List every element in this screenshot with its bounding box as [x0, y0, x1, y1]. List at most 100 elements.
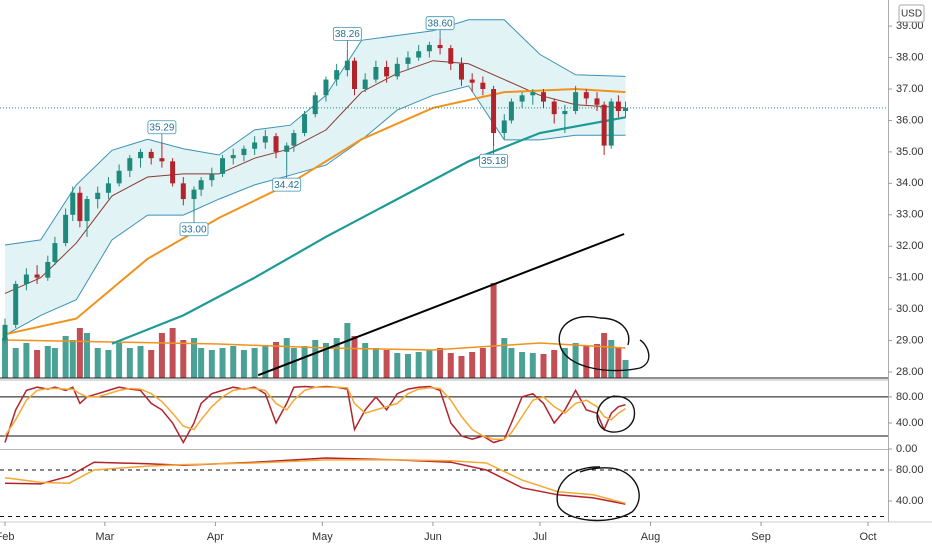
- candle-body: [34, 274, 40, 278]
- volume-bar: [312, 340, 319, 378]
- volume-bar: [301, 346, 308, 378]
- candle-body: [469, 79, 475, 83]
- candle-body: [209, 173, 215, 181]
- candle-body: [615, 101, 621, 112]
- band-lower: [4, 85, 626, 336]
- candle-body: [623, 107, 629, 112]
- volume-bar: [51, 348, 58, 378]
- y-tick-label: 39.00: [896, 20, 924, 32]
- y-tick-label: 34.00: [896, 177, 924, 189]
- annotation-label: 34.42: [274, 180, 299, 191]
- volume-bar: [137, 346, 144, 378]
- candle-body: [530, 92, 536, 96]
- volume-bar: [105, 350, 112, 378]
- volume-bar: [404, 354, 411, 378]
- series-line: [4, 457, 626, 505]
- annotation-label: 33.00: [181, 224, 206, 235]
- candle-body: [508, 101, 514, 121]
- candle-body: [573, 92, 579, 112]
- y-tick-label: 33.00: [896, 209, 924, 221]
- volume-bar: [1, 338, 8, 378]
- series-line: [4, 459, 626, 505]
- y-tick-label: 40.00: [896, 417, 924, 429]
- annotation-label: 35.18: [481, 156, 506, 167]
- candle-body: [437, 44, 443, 49]
- volume-bar: [219, 348, 226, 378]
- moving-average: [4, 60, 626, 294]
- candle-body: [52, 243, 58, 262]
- volume-bar: [116, 343, 123, 378]
- hand-drawn-circle: [558, 315, 650, 372]
- volume-bar: [333, 338, 340, 378]
- candle-body: [63, 214, 69, 244]
- candle-body: [159, 158, 165, 162]
- y-tick-label: 0.00: [896, 443, 917, 455]
- volume-bar: [608, 340, 615, 378]
- x-tick-label: May: [312, 531, 333, 543]
- volume-bar: [69, 340, 76, 378]
- volume-bar: [583, 346, 590, 378]
- volume-bar: [12, 348, 19, 378]
- volume-bar: [622, 360, 629, 378]
- candle-body: [230, 155, 236, 159]
- candle-body: [501, 120, 507, 134]
- candle-body: [148, 151, 154, 159]
- stochastic-pane: [0, 385, 888, 445]
- candle-body: [426, 44, 432, 52]
- volume-bar: [180, 340, 187, 378]
- volume-bar: [519, 352, 526, 378]
- candle-body: [583, 92, 589, 99]
- candle-body: [302, 114, 308, 134]
- volume-bar: [273, 342, 280, 378]
- candle-body: [252, 142, 258, 149]
- candle-body: [105, 183, 111, 193]
- y-tick-label: 32.00: [896, 240, 924, 252]
- volume-bar: [437, 348, 444, 378]
- trend-line: [257, 233, 625, 377]
- volume-bar: [23, 343, 30, 378]
- x-tick-label: Apr: [207, 531, 224, 543]
- volume-bar: [290, 348, 297, 378]
- candle-body: [180, 183, 186, 200]
- volume-bar: [230, 346, 237, 378]
- candle-body: [351, 60, 357, 89]
- candle-body: [45, 261, 51, 278]
- volume-bar: [351, 336, 358, 378]
- annotation-box: [272, 177, 302, 192]
- candle-body: [262, 136, 268, 143]
- y-tick-label: 30.00: [896, 303, 924, 315]
- y-tick-label: 80.00: [896, 464, 924, 476]
- x-tick-label: Oct: [859, 531, 876, 543]
- volume-bar: [561, 348, 568, 378]
- candle-body: [384, 66, 390, 77]
- series-line: [4, 386, 626, 440]
- candle-body: [273, 136, 279, 152]
- volume-bar: [551, 350, 558, 378]
- volume-bar: [593, 344, 600, 378]
- candle-body: [373, 66, 379, 80]
- volume-bar: [469, 352, 476, 378]
- oscillator-pane: [0, 457, 888, 517]
- volume-bar: [62, 336, 69, 378]
- volume-bar: [126, 348, 133, 378]
- volume-bar: [540, 354, 547, 378]
- moving-average: [111, 116, 626, 345]
- candle-body: [551, 101, 557, 115]
- candle-body: [344, 60, 350, 71]
- annotation-label: 38.60: [428, 18, 453, 29]
- candle-body: [458, 63, 464, 80]
- candle-body: [601, 104, 607, 146]
- y-tick-label: 40.00: [896, 495, 924, 507]
- volume-bar: [208, 350, 215, 378]
- x-tick-label: Feb: [0, 531, 14, 543]
- volume-bar: [601, 333, 608, 378]
- candle-body: [198, 180, 204, 190]
- x-tick-label: Jun: [424, 531, 442, 543]
- y-tick-label: 31.00: [896, 272, 924, 284]
- volume-bar: [84, 333, 91, 378]
- volume-bar: [262, 345, 269, 378]
- volume-bar: [490, 283, 497, 378]
- volume-bar: [191, 338, 198, 378]
